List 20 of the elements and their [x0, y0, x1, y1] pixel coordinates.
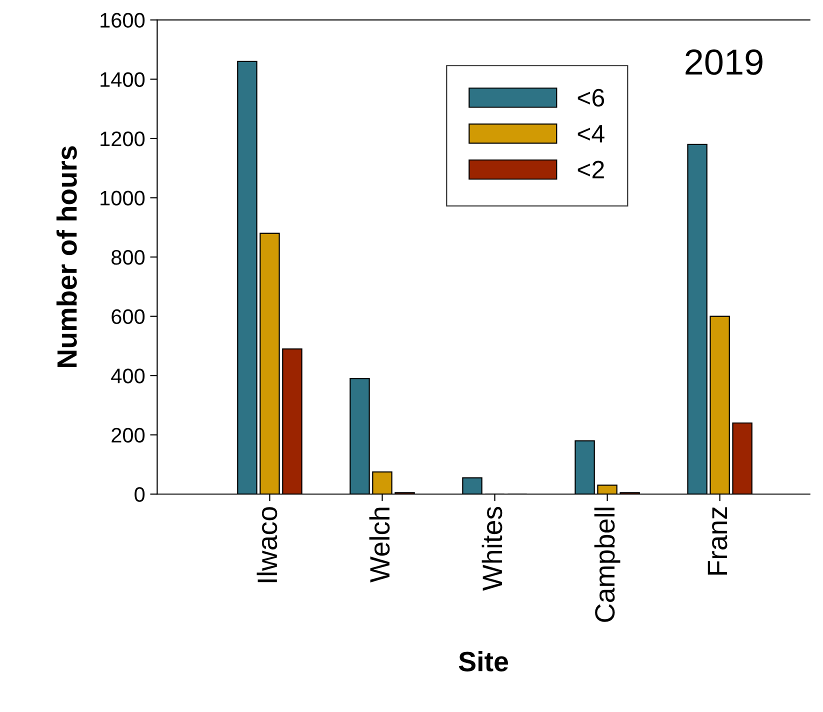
x-tick-label: Whites: [482, 506, 502, 591]
x-tick-label: Welch: [369, 508, 390, 582]
y-tick-label: 200: [112, 428, 145, 443]
y-tick-label: 800: [112, 250, 145, 265]
y-tick-label: 1200: [100, 131, 145, 146]
x-tick-label: Ilwaco: [256, 507, 278, 582]
y-tick-label: 600: [112, 309, 145, 324]
y-axis-title: Number of hours: [56, 146, 77, 368]
y-tick-label: 400: [111, 368, 145, 384]
legend-label: <6: [578, 88, 604, 107]
annotation: 2019: [686, 49, 762, 75]
legend-label: <4: [578, 125, 604, 142]
y-tick-label: 1400: [100, 72, 145, 87]
y-tick-label: 0: [134, 487, 145, 502]
x-tick-label: Franz: [708, 507, 728, 575]
x-axis-title: Site: [458, 651, 508, 672]
y-tick-label: 1000: [100, 190, 145, 206]
legend-label: <2: [578, 160, 604, 178]
x-tick-label: Campbell: [594, 508, 620, 622]
y-tick-label: 1600: [100, 12, 145, 28]
